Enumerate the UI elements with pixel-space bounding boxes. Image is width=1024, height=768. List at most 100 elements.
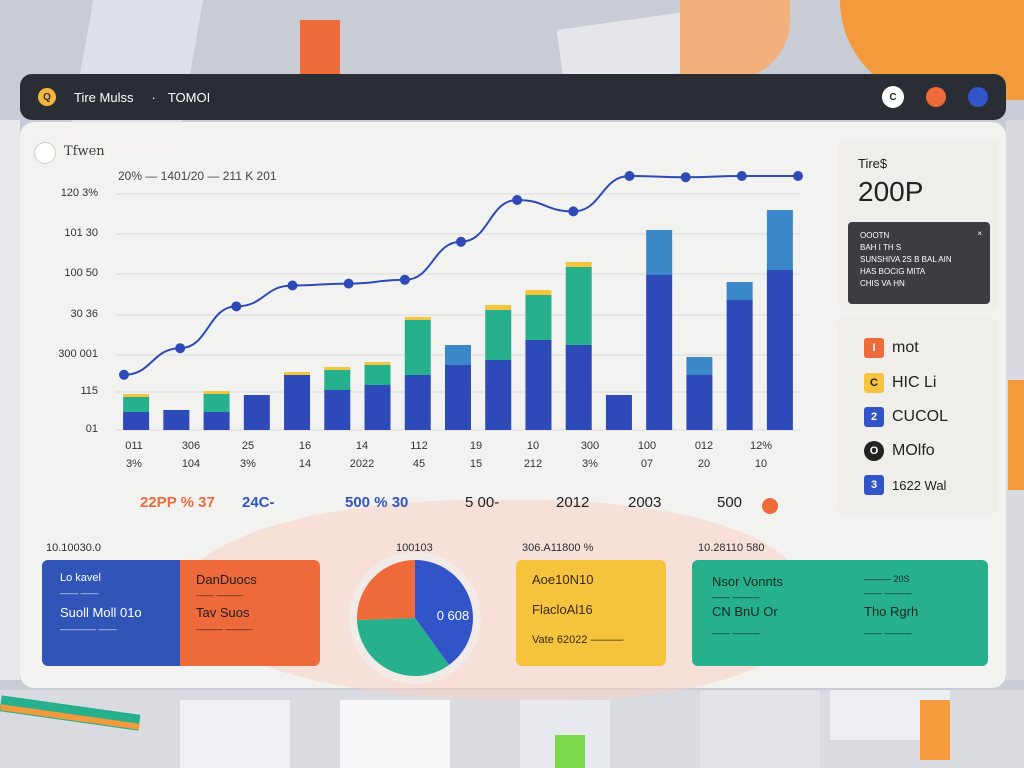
line-point[interactable] [456,236,466,247]
bar-segment-mid[interactable] [324,370,351,390]
bar-segment-mid[interactable] [203,394,230,412]
bar-segment-base[interactable] [203,412,230,430]
bar-segment-top[interactable] [324,367,351,370]
bar-segment-top[interactable] [646,230,673,275]
card-title: 10.10030.0 [46,542,102,554]
x-axis-label: 112 [410,440,428,452]
stat-card-blue-orange[interactable]: Lo kavel —— —— Suoll Moll 01o ———— —— Da… [42,560,320,666]
line-point[interactable] [568,206,579,217]
bar-segment-mid[interactable] [364,365,391,385]
app-subtitle[interactable]: TOMOI [167,89,211,105]
bar-segment-top[interactable] [203,391,230,394]
bar-segment-top[interactable] [525,290,552,295]
bar-segment-top[interactable] [565,262,592,267]
y-axis-tick: 300 001 [58,348,98,360]
summary-value: 2003 [628,494,662,511]
bar-segment-top[interactable] [485,305,512,310]
card-title: 10.28110 580 [698,542,765,554]
bar-segment-top[interactable] [445,345,471,365]
bar-segment-base[interactable] [445,365,471,430]
x-axis-sublabel: 3% [126,458,142,470]
bar-segment-base[interactable] [324,390,351,430]
window-control-white[interactable]: C [882,86,904,108]
bar-segment-mid[interactable] [525,295,552,340]
line-point[interactable] [680,172,691,183]
card-text: ——— ——— [196,624,253,634]
bar-segment-top[interactable] [686,357,713,375]
card-title: 306.A11800 % [522,542,594,554]
bar-segment-base[interactable] [646,275,673,430]
x-axis-sublabel: 104 [181,458,201,470]
bar-segment-base[interactable] [605,395,632,430]
x-axis-label: 100 [637,440,657,452]
legend-swatch: 3 [864,475,884,495]
bar-segment-top[interactable] [364,362,391,365]
stat-card-green[interactable]: Nsor Vonnts —— ——— CN BnU Or —— ——— ——— … [692,560,988,666]
card-text: ——— 20S [864,574,910,584]
bar-segment-base[interactable] [766,270,793,430]
bar-segment-mid[interactable] [123,397,150,412]
bar-segment-base[interactable] [686,375,713,430]
bar-segment-base[interactable] [123,412,150,430]
legend-label: HIC Li [892,374,937,391]
summary-value: 500 % 30 [345,494,409,511]
y-axis-tick: 30 36 [70,308,98,320]
line-point[interactable] [287,280,298,291]
bar-segment-mid[interactable] [565,267,592,345]
bar-segment-base[interactable] [485,360,512,430]
line-point[interactable] [231,301,242,312]
x-axis-sublabel: 10 [754,458,768,470]
bar-segment-base[interactable] [243,395,270,430]
bar-segment-mid[interactable] [485,310,512,360]
line-point[interactable] [624,171,635,181]
legend-item[interactable]: 2 CUCOL [864,407,948,427]
close-icon[interactable]: × [977,229,982,238]
pie-chart[interactable]: 0 608 [345,548,485,688]
line-point[interactable] [343,278,354,289]
x-axis-sublabel: 3% [240,458,256,470]
window-control-orange[interactable] [926,87,946,107]
bar-segment-base[interactable] [565,345,592,430]
stat-card-yellow[interactable]: Aoe10N10 FlacloAl16 Vate 62022 ——— [516,560,666,666]
legend-item[interactable]: I mot [864,338,919,358]
card-text: Lo kavel [60,572,101,584]
legend-item[interactable]: O MOlfo [864,441,935,461]
window-control-blue[interactable] [968,87,988,107]
line-point[interactable] [736,171,747,181]
bar-segment-base[interactable] [364,385,391,430]
bar-segment-base[interactable] [726,300,753,430]
bar-segment-top[interactable] [284,372,311,375]
bar-segment-base[interactable] [163,410,190,430]
app-logo-icon: Q [38,88,56,106]
line-point[interactable] [512,195,523,205]
summary-value: 24C- [242,494,275,511]
chart-select-radio[interactable] [34,142,56,164]
y-axis-tick: 101 30 [64,227,98,239]
bar-segment-base[interactable] [525,340,552,430]
line-point[interactable] [119,369,129,380]
title-separator: · [151,89,156,105]
x-axis-label: 012 [694,440,714,452]
line-point[interactable] [793,171,803,181]
bar-segment-mid[interactable] [404,320,431,375]
bar-segment-base[interactable] [404,375,431,430]
legend-item[interactable]: 3 1622 Wal [864,475,946,495]
kpi-value: 200P [858,176,924,207]
card-text: —— ——— [864,588,912,598]
info-line: CHIS VA HN [860,279,905,288]
card-text: Tav Suos [196,605,250,620]
line-point[interactable] [175,343,186,354]
bar-segment-top[interactable] [123,394,150,397]
alert-badge-icon[interactable] [762,498,778,514]
pie-slice-teal [357,618,449,677]
y-axis-tick: 115 [80,385,98,397]
x-axis-label: 14 [355,440,369,452]
bar-segment-top[interactable] [726,282,753,300]
card-text: —— ——— [196,590,244,600]
x-axis-sublabel: 212 [523,458,543,470]
bar-segment-top[interactable] [766,210,793,270]
legend-item[interactable]: C HIC Li [864,373,936,393]
bar-segment-top[interactable] [404,317,431,320]
bar-segment-base[interactable] [284,375,311,430]
line-point[interactable] [399,274,410,285]
